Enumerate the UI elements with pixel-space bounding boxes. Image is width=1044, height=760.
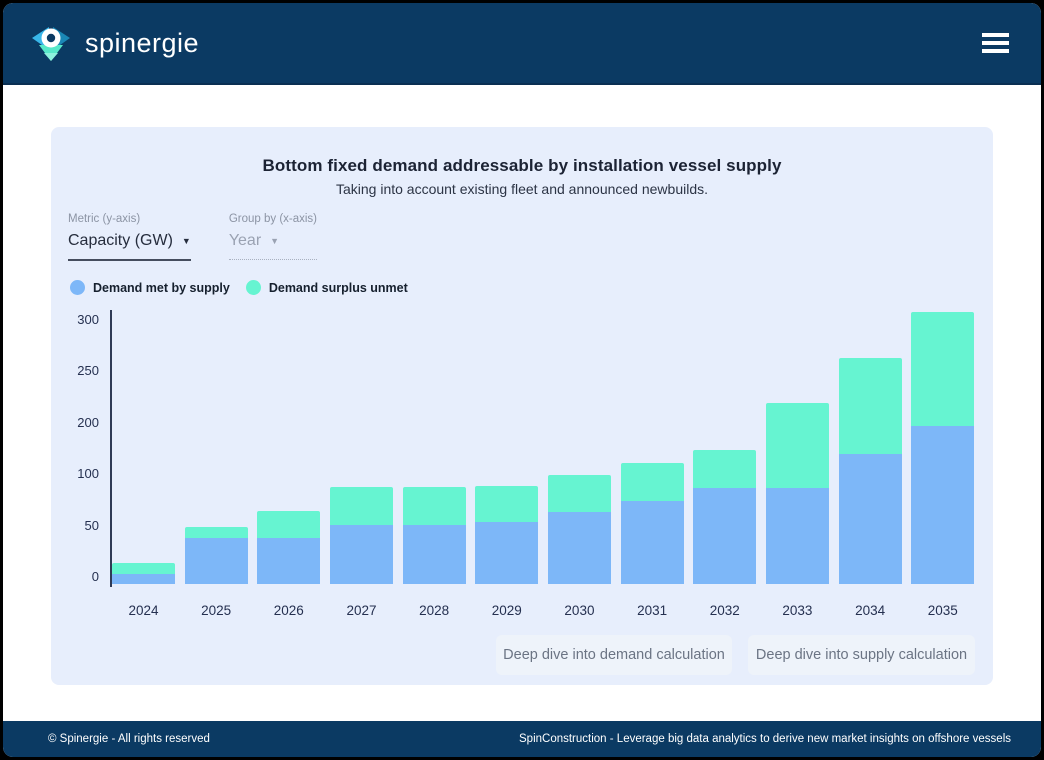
x-axis-labels: 2024 2025 2026 2027 2028 2029 2030 2031 2032 2033… <box>51 603 993 619</box>
bar-segment-unmet[interactable] <box>693 450 757 489</box>
x-axis-tick-label: 2035 <box>927 603 958 618</box>
y-axis-tick-label: 0 <box>91 569 99 584</box>
y-axis-tick-label: 300 <box>77 312 99 327</box>
chart-legend: Demand met by supply Demand surplus unme… <box>70 280 408 295</box>
y-axis-tick-label: 100 <box>77 466 99 482</box>
brand-name: spinergie <box>85 27 200 58</box>
bar-segment-unmet[interactable] <box>184 527 248 538</box>
bar-segment-unmet[interactable] <box>838 357 902 455</box>
x-axis-tick-label: 2032 <box>709 603 740 618</box>
metric-dropdown-group: Metric (y-axis) Capacity (GW) ▼ <box>68 213 191 261</box>
bar-segment-unmet[interactable] <box>547 475 611 513</box>
chart-title: Bottom fixed demand addressable by insta… <box>262 156 782 175</box>
bar-segment-met[interactable] <box>112 573 175 584</box>
deep-dive-demand-button[interactable]: Deep dive into demand calculation <box>496 635 732 675</box>
footer-tagline: SpinConstruction - Leverage big data ana… <box>519 733 1011 745</box>
x-axis-tick-label: 2025 <box>201 603 232 618</box>
groupby-dropdown[interactable]: Year ▼ <box>228 232 318 260</box>
x-axis-tick-label: 2024 <box>128 603 159 618</box>
spinergie-pin-icon <box>30 23 72 63</box>
y-axis-tick-label: 250 <box>77 363 99 379</box>
legend-dot-unmet <box>245 280 261 295</box>
chevron-down-icon: ▼ <box>270 236 280 246</box>
bar-segment-met[interactable] <box>257 537 321 584</box>
y-axis-tick-label: 50 <box>84 517 99 533</box>
chart-card: Bottom fixed demand addressable by insta… <box>51 127 993 685</box>
bar-segment-unmet[interactable] <box>765 403 829 489</box>
main-content: Bottom fixed demand addressable by insta… <box>3 85 1041 721</box>
x-axis-tick-label: 2027 <box>346 603 377 618</box>
legend-item-met[interactable]: Demand met by supply <box>70 280 230 295</box>
bar-segment-met[interactable] <box>329 525 393 584</box>
metric-dropdown[interactable]: Capacity (GW) ▼ <box>68 232 191 261</box>
chart-controls: Metric (y-axis) Capacity (GW) ▼ Group by… <box>68 213 318 261</box>
footer-copyright: © Spinergie - All rights reserved <box>48 733 210 745</box>
groupby-dropdown-label: Group by (x-axis) <box>228 213 318 225</box>
metric-dropdown-label: Metric (y-axis) <box>68 213 141 225</box>
app-window: spinergie Bottom fixed demand addressabl… <box>3 3 1041 757</box>
bar-segment-unmet[interactable] <box>620 462 684 501</box>
bar-segment-met[interactable] <box>184 537 248 584</box>
chart-subtitle: Taking into account existing fleet and a… <box>335 181 709 197</box>
x-axis-tick-label: 2026 <box>273 603 304 618</box>
bar-segment-unmet[interactable] <box>257 511 321 538</box>
legend-label-unmet: Demand surplus unmet <box>268 280 408 295</box>
bar-segment-unmet[interactable] <box>911 311 975 426</box>
plot-area: 0 50 100 200 250 300 <box>51 310 993 587</box>
bar-segment-unmet[interactable] <box>329 487 393 526</box>
legend-label-met: Demand met by supply <box>93 280 230 295</box>
bar-segment-met[interactable] <box>693 488 757 584</box>
top-nav-bar: spinergie <box>3 3 1041 85</box>
y-axis-line <box>110 310 112 587</box>
bar-segment-met[interactable] <box>547 512 611 584</box>
metric-dropdown-value: Capacity (GW) <box>68 232 173 249</box>
bar-segment-met[interactable] <box>911 425 975 584</box>
x-axis-tick-label: 2031 <box>637 603 668 618</box>
bar-segment-unmet[interactable] <box>475 486 539 523</box>
legend-item-unmet[interactable]: Demand surplus unmet <box>245 280 408 295</box>
chart-header: Bottom fixed demand addressable by insta… <box>51 156 993 197</box>
bar-segment-met[interactable] <box>765 488 829 584</box>
x-axis-tick-label: 2034 <box>855 603 886 618</box>
deep-dive-supply-button[interactable]: Deep dive into supply calculation <box>748 635 975 675</box>
bar-segment-met[interactable] <box>475 522 539 584</box>
chevron-down-icon: ▼ <box>181 236 191 246</box>
bar-segment-met[interactable] <box>402 525 466 584</box>
brand-logo[interactable]: spinergie <box>30 23 199 63</box>
x-axis-tick-label: 2030 <box>564 603 595 618</box>
menu-hamburger-icon[interactable] <box>976 27 1015 59</box>
bar-segment-unmet[interactable] <box>112 563 175 574</box>
x-axis-tick-label: 2033 <box>782 603 813 618</box>
groupby-dropdown-group: Group by (x-axis) Year ▼ <box>228 213 318 261</box>
bar-segment-unmet[interactable] <box>402 487 466 526</box>
x-axis-tick-label: 2029 <box>491 603 522 618</box>
groupby-dropdown-value: Year <box>228 232 262 249</box>
footer-bar: © Spinergie - All rights reserved SpinCo… <box>3 721 1041 757</box>
y-axis-tick-label: 200 <box>77 414 99 430</box>
x-axis-tick-label: 2028 <box>419 603 450 618</box>
bar-segment-met[interactable] <box>620 500 684 584</box>
legend-dot-met <box>70 280 85 295</box>
bar-segment-met[interactable] <box>838 454 902 584</box>
